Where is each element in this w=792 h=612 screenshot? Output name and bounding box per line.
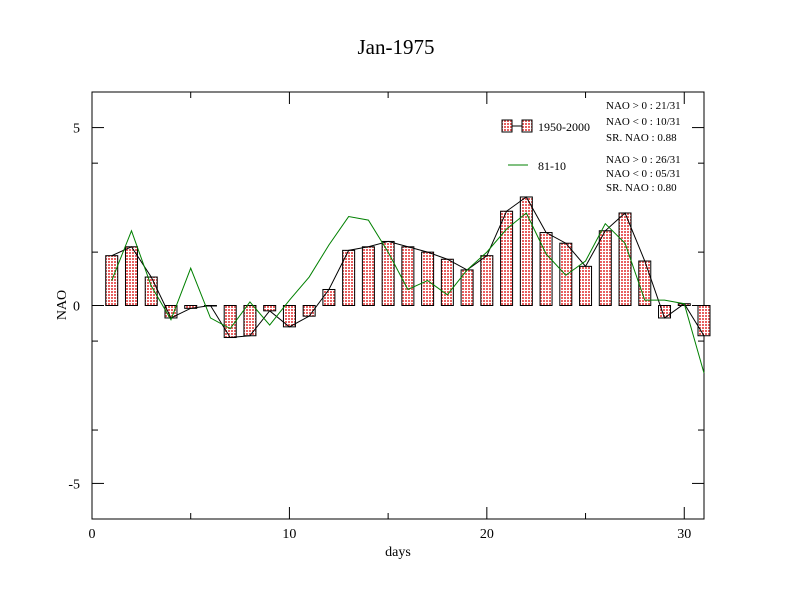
bar bbox=[618, 212, 632, 307]
bar bbox=[421, 251, 435, 306]
stats-line: NAO > 0 : 26/31 bbox=[606, 154, 681, 166]
x-tick-label: 30 bbox=[677, 527, 691, 542]
legend-label-1950-2000: 1950-2000 bbox=[538, 120, 590, 134]
bar bbox=[263, 305, 277, 312]
stats-block-1950-2000: NAO > 0 : 21/31 NAO < 0 : 10/31 SR. NAO … bbox=[606, 100, 681, 144]
bar bbox=[322, 288, 336, 306]
bar bbox=[144, 276, 158, 306]
bar bbox=[697, 305, 711, 337]
x-tick-label: 20 bbox=[480, 527, 494, 542]
bar bbox=[401, 246, 415, 307]
line-81-10 bbox=[111, 212, 705, 374]
stats-line: NAO < 0 : 05/31 bbox=[606, 168, 681, 180]
x-axis-ticks: 0 10 20 30 bbox=[89, 92, 691, 542]
bar bbox=[440, 258, 454, 307]
stats-line: SR. NAO : 0.80 bbox=[606, 182, 677, 194]
stats-block-81-10: NAO > 0 : 26/31 NAO < 0 : 05/31 SR. NAO … bbox=[606, 154, 681, 194]
bar bbox=[559, 242, 573, 307]
y-axis-label: NAO bbox=[55, 290, 70, 320]
stats-line: SR. NAO : 0.88 bbox=[606, 132, 677, 144]
stats-line: NAO > 0 : 21/31 bbox=[606, 100, 681, 112]
bar bbox=[539, 232, 553, 306]
x-tick-label: 0 bbox=[89, 527, 96, 542]
bar bbox=[598, 230, 612, 306]
y-tick-label: 5 bbox=[73, 122, 80, 137]
stats-line: NAO < 0 : 10/31 bbox=[606, 116, 681, 128]
y-tick-label: -5 bbox=[68, 477, 80, 492]
line-1950-2000 bbox=[111, 196, 705, 339]
legend-swatch-bar-right bbox=[521, 119, 533, 133]
legend-swatch-bar-left bbox=[501, 119, 513, 133]
bar bbox=[361, 246, 375, 307]
bar bbox=[658, 305, 672, 319]
chart-title: Jan-1975 bbox=[358, 35, 435, 59]
bar bbox=[480, 255, 494, 306]
bar bbox=[223, 305, 237, 339]
line-series bbox=[111, 196, 705, 374]
bar bbox=[124, 246, 138, 307]
bar bbox=[381, 240, 395, 306]
x-axis-label: days bbox=[385, 545, 411, 560]
bar bbox=[579, 265, 593, 307]
x-tick-label: 10 bbox=[282, 527, 296, 542]
y-tick-label: 0 bbox=[73, 300, 80, 315]
legend: 1950-2000 81-10 bbox=[501, 119, 590, 173]
legend-label-81-10: 81-10 bbox=[538, 159, 566, 173]
